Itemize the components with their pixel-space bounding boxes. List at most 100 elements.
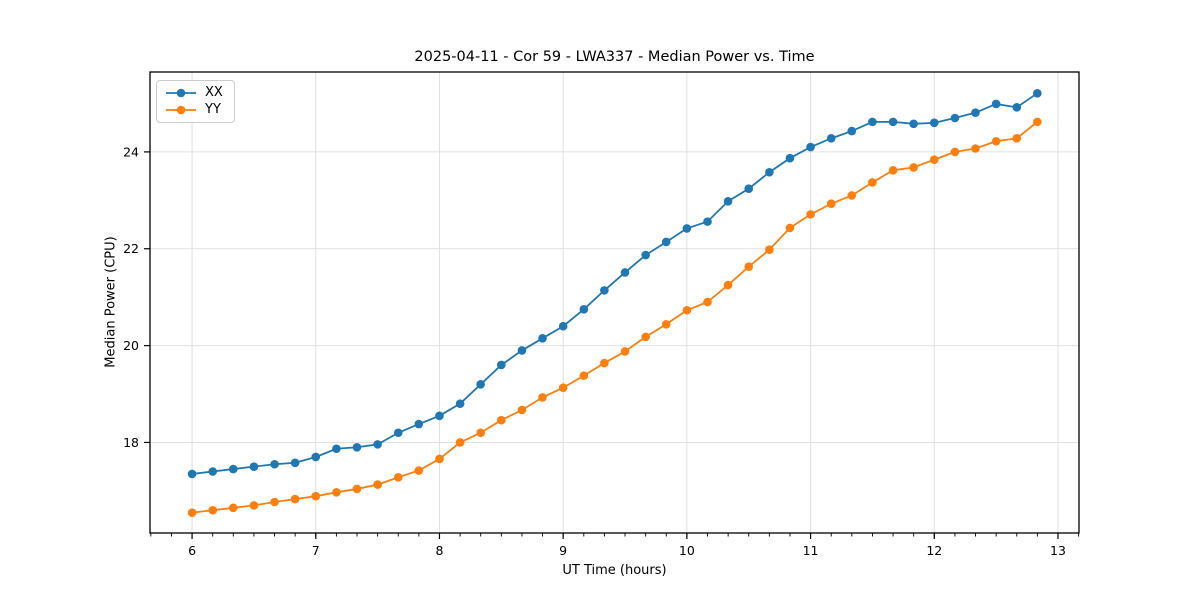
series-yy-marker bbox=[249, 501, 259, 510]
series-yy-marker bbox=[187, 508, 197, 517]
series-yy-marker bbox=[703, 297, 712, 307]
legend: XX YY bbox=[156, 80, 235, 123]
y-tick-label: 20 bbox=[123, 338, 139, 353]
series-yy-marker bbox=[538, 393, 547, 402]
series-xx-marker bbox=[579, 304, 589, 314]
series-xx-line bbox=[191, 92, 1038, 475]
series-yy-marker bbox=[971, 144, 980, 153]
series-yy-marker bbox=[270, 497, 279, 507]
series-yy-marker bbox=[806, 210, 815, 219]
series-xx-marker bbox=[600, 286, 609, 295]
series-yy-marker bbox=[682, 305, 692, 315]
series-yy-marker bbox=[373, 480, 382, 489]
series-yy-marker bbox=[723, 280, 733, 290]
series-xx-marker bbox=[765, 167, 774, 177]
series-xx-marker bbox=[558, 321, 568, 331]
legend-item-xx: XX bbox=[165, 86, 223, 100]
series-xx-marker bbox=[476, 380, 485, 389]
series-yy-marker bbox=[517, 405, 527, 415]
x-axis-label: UT Time (hours) bbox=[562, 563, 667, 578]
series-yy-marker bbox=[476, 428, 485, 438]
x-tick-label: 6 bbox=[188, 543, 196, 558]
series-yy-marker bbox=[1012, 134, 1022, 143]
y-tick-label: 22 bbox=[123, 241, 139, 256]
series-yy-marker bbox=[290, 494, 300, 504]
legend-marker-icon bbox=[166, 88, 196, 98]
series-xx-marker bbox=[414, 419, 424, 429]
series-xx-marker bbox=[208, 467, 218, 476]
x-tick-label: 11 bbox=[803, 543, 819, 558]
legend-marker-icon bbox=[166, 105, 196, 115]
series-xx-marker bbox=[744, 184, 754, 193]
series-xx-marker bbox=[950, 113, 960, 123]
series-xx-marker bbox=[682, 224, 692, 233]
series-xx-marker bbox=[290, 458, 300, 468]
y-tick-label: 24 bbox=[123, 144, 139, 159]
series-xx-marker bbox=[909, 119, 918, 129]
series-xx-marker bbox=[332, 444, 341, 454]
series-xx-marker bbox=[311, 452, 321, 462]
series-xx-marker bbox=[270, 459, 279, 469]
series-yy-marker bbox=[765, 245, 774, 255]
series-xx-marker bbox=[929, 118, 939, 128]
series-yy-marker bbox=[826, 199, 836, 209]
series-yy-marker bbox=[929, 155, 939, 164]
series-xx-marker bbox=[373, 440, 382, 449]
series-yy-marker bbox=[785, 223, 795, 233]
series-xx-marker bbox=[187, 469, 197, 479]
series-yy-marker bbox=[620, 347, 630, 356]
axes-spines bbox=[149, 71, 1080, 534]
series-yy-marker bbox=[558, 383, 568, 393]
series-xx-marker bbox=[723, 196, 733, 206]
x-tick-label: 13 bbox=[1050, 543, 1066, 558]
series-xx-marker bbox=[785, 153, 795, 163]
series-yy-marker bbox=[497, 415, 506, 425]
series-yy-marker bbox=[600, 358, 609, 368]
series-yy-marker bbox=[455, 438, 465, 447]
series-yy-marker bbox=[435, 454, 444, 464]
series-xx-marker bbox=[1033, 89, 1042, 98]
series-yy-marker bbox=[847, 191, 857, 200]
series-xx-marker bbox=[435, 411, 444, 421]
series-xx-marker bbox=[393, 428, 403, 438]
series-yy-marker bbox=[311, 491, 321, 501]
series-xx-marker bbox=[971, 108, 980, 117]
series-yy-marker bbox=[950, 147, 960, 157]
series-xx-marker bbox=[538, 334, 547, 343]
legend-item-yy: YY bbox=[165, 103, 223, 117]
series-yy-marker bbox=[661, 319, 671, 329]
series-yy-marker bbox=[393, 473, 403, 482]
legend-label: YY bbox=[205, 102, 221, 117]
series-yy-marker bbox=[641, 332, 650, 342]
x-tick-label: 8 bbox=[435, 543, 443, 558]
series-yy-marker bbox=[579, 371, 589, 380]
series-xx-marker bbox=[826, 134, 836, 143]
series-xx-marker bbox=[455, 399, 465, 409]
series-xx-marker bbox=[868, 117, 877, 127]
series-yy-marker bbox=[228, 503, 238, 513]
series-xx-marker bbox=[847, 126, 857, 136]
x-tick-label: 12 bbox=[926, 543, 942, 558]
series-xx-marker bbox=[991, 99, 1001, 109]
series-yy-marker bbox=[352, 484, 362, 494]
series-xx-marker bbox=[620, 268, 630, 277]
series-yy-marker bbox=[208, 505, 218, 515]
series-yy-marker bbox=[1033, 117, 1042, 127]
series-yy-marker bbox=[744, 262, 754, 271]
series-xx-marker bbox=[806, 142, 815, 152]
series-yy-marker bbox=[414, 466, 424, 475]
series-yy-marker bbox=[868, 178, 877, 187]
series-xx-marker bbox=[888, 117, 898, 127]
series-xx-marker bbox=[497, 360, 506, 370]
x-tick-label: 9 bbox=[559, 543, 567, 558]
series-yy-marker bbox=[909, 163, 918, 172]
series-xx-marker bbox=[517, 346, 527, 355]
series-xx-marker bbox=[703, 217, 712, 226]
series-yy-marker bbox=[991, 136, 1001, 146]
legend-label: XX bbox=[205, 85, 223, 100]
series-xx-marker bbox=[661, 237, 671, 247]
series-xx-marker bbox=[641, 250, 650, 260]
y-tick-label: 18 bbox=[123, 435, 139, 450]
